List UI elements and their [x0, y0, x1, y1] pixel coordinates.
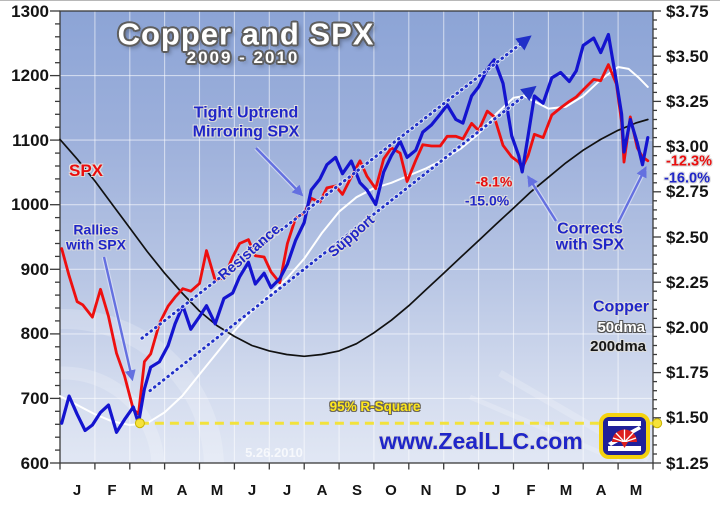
zeal-logo-icon — [599, 413, 650, 459]
axes — [50, 10, 661, 470]
left-axis-tick-label: 1100 — [12, 131, 49, 150]
left-axis-tick-label: 800 — [20, 324, 49, 343]
right-axis-tick-label: $2.00 — [666, 318, 709, 337]
right-axis-tick-label: $2.25 — [666, 273, 709, 292]
support-trendline — [148, 85, 537, 393]
corrects-arrow-right — [616, 166, 647, 224]
reference-dot — [134, 418, 145, 429]
right-axis-tick-label: $2.75 — [666, 182, 709, 201]
right-axis-tick-label: $3.25 — [666, 92, 709, 111]
left-axis-tick-label: 900 — [20, 260, 49, 279]
x-axis-month-label: M — [559, 482, 573, 499]
chart-title: Copper and SPX — [117, 16, 375, 52]
website-link[interactable]: www.ZealLLC.com — [379, 427, 583, 454]
tight-uptrend-arrow — [255, 147, 304, 197]
x-axis-month-label: S — [351, 482, 362, 499]
left-axis-tick-label: 1000 — [11, 195, 49, 214]
left-axis-tick-label: 700 — [20, 389, 49, 408]
left-axis-tick-label: 1200 — [11, 66, 49, 85]
plot-background — [60, 11, 653, 463]
x-axis-month-label: M — [210, 482, 224, 499]
x-axis-month-label: A — [176, 482, 188, 499]
corrects-arrow-left — [527, 175, 558, 222]
right-axis-tick-label: $2.50 — [666, 228, 709, 247]
copper-200dma-line — [59, 118, 649, 358]
right-axis-tick-label: $1.75 — [666, 363, 709, 382]
right-axis-tick-label: $3.00 — [666, 137, 709, 156]
tight-uptrend-annotation-line2: Mirroring SPX — [192, 123, 300, 141]
left-axis-tick-label: 1300 — [11, 2, 49, 21]
x-axis-month-label: J — [247, 482, 257, 499]
x-axis-month-label: M — [140, 482, 154, 499]
chart-subtitle: 2009 - 2010 — [186, 48, 300, 68]
right-axis-tick-label: $3.50 — [666, 47, 709, 66]
spx-correction-end-label: -12.3% — [666, 153, 712, 170]
tight-uptrend-annotation-line1: Tight Uptrend — [193, 104, 299, 122]
legend-50dma: 50dma — [597, 319, 645, 337]
rallies-annotation-line2: with SPX — [66, 236, 126, 253]
x-axis-month-label: A — [595, 482, 607, 499]
x-axis-month-label: A — [316, 482, 328, 499]
right-axis-tick-label: $3.75 — [666, 2, 709, 21]
legend-copper: Copper — [593, 298, 649, 316]
resistance-trendline — [140, 35, 532, 340]
x-axis-month-label: F — [107, 482, 117, 499]
rallies-annotation-line1: Rallies — [73, 221, 119, 238]
right-axis-tick-label: $1.25 — [666, 454, 709, 473]
spx-correction-mid-label: -8.1% — [475, 173, 513, 190]
copper-correction-end-label: -16.0% — [664, 170, 710, 187]
rallies-arrow — [102, 256, 136, 382]
x-axis-month-label: N — [420, 482, 432, 499]
zeal-logo — [599, 413, 650, 464]
legend-200dma: 200dma — [590, 338, 646, 356]
x-axis-month-label: J — [491, 482, 501, 499]
left-axis-tick-label: 600 — [20, 454, 49, 473]
date-watermark: 5.26.2010 — [245, 445, 303, 461]
corrects-annotation-line1: Corrects — [557, 220, 623, 238]
x-axis-month-label: J — [282, 482, 292, 499]
copper-line — [60, 32, 650, 434]
x-axis-month-label: J — [72, 482, 82, 499]
corrects-annotation-line2: with SPX — [555, 236, 625, 254]
r-square-label: 95% R-Square — [329, 398, 421, 414]
right-axis-tick-label: $1.50 — [666, 408, 709, 427]
reference-dot — [652, 418, 663, 429]
x-axis-month-label: D — [455, 482, 467, 499]
spx-series-label: SPX — [68, 161, 104, 181]
x-axis-month-label: O — [385, 482, 397, 499]
x-axis-month-label: M — [629, 482, 643, 499]
x-axis-month-label: F — [526, 482, 536, 499]
copper-correction-mid-label: -15.0% — [464, 192, 510, 209]
